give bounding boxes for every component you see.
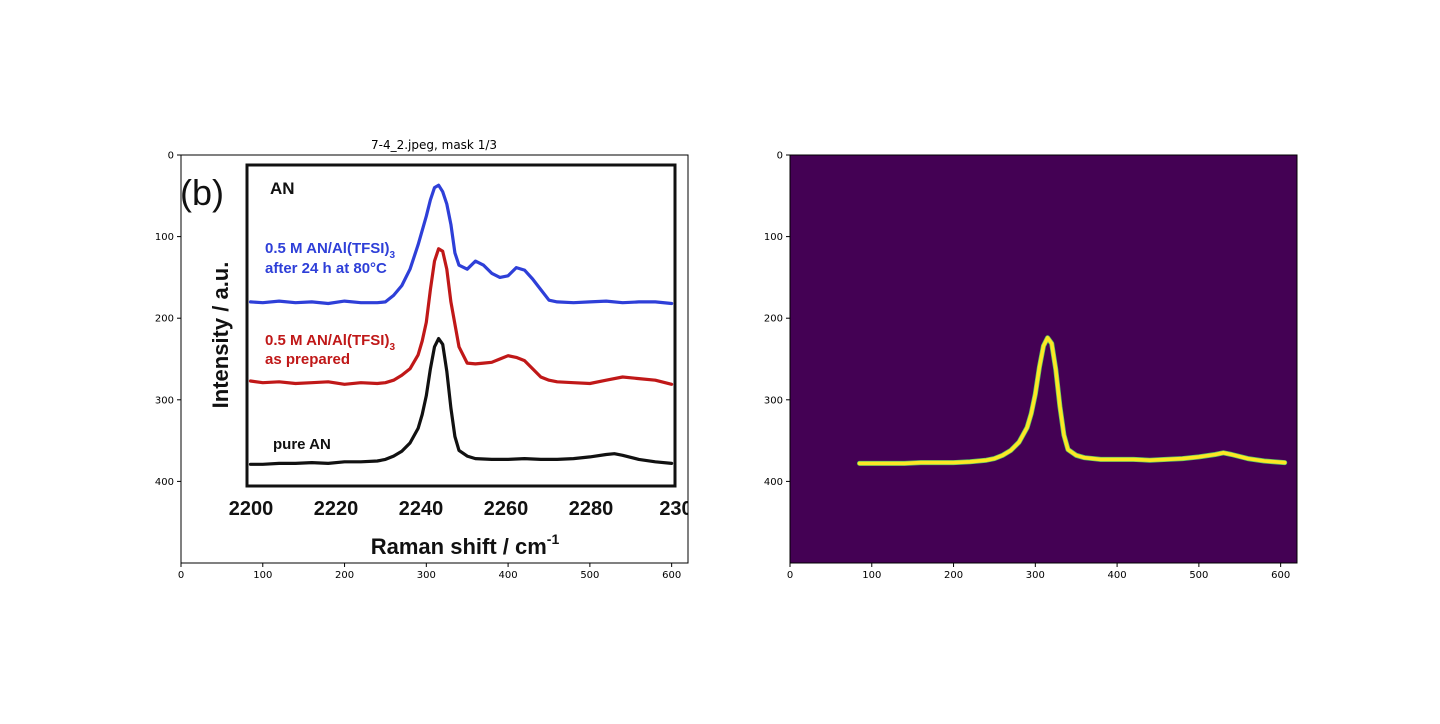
red-series-line [248, 247, 674, 386]
left-ytick-label: 300 [155, 395, 174, 406]
right-xtick-label: 200 [944, 570, 963, 581]
label-red-line2: as prepared [265, 351, 350, 368]
label-red-line1: 0.5 M AN/Al(TFSI)3 [265, 332, 395, 353]
left-panel-title: 7-4_2.jpeg, mask 1/3 [371, 138, 497, 152]
label-red-subscript: 3 [389, 342, 395, 353]
left-xtick-label: 300 [417, 570, 436, 581]
right-xtick-label: 600 [1271, 570, 1290, 581]
right-x-ticks: 0 100 200 300 400 500 600 [787, 563, 1290, 581]
embedded-xtick-label: 2200 [229, 498, 274, 520]
left-ytick-label: 400 [155, 477, 174, 488]
mask-line [857, 336, 1287, 466]
embedded-xtick-labels: 2200 2220 2240 2260 2280 230 [229, 498, 692, 520]
right-xtick-label: 500 [1189, 570, 1208, 581]
embedded-raman-plot: (b) AN 0.5 M AN/Al(TFSI)3 after 24 h at … [180, 163, 692, 559]
black-series-line [248, 337, 674, 466]
right-xtick-label: 300 [1026, 570, 1045, 581]
embedded-xtick-label: 2240 [399, 498, 444, 520]
left-xtick-label: 400 [499, 570, 518, 581]
blue-series-line [248, 183, 674, 306]
label-an: AN [270, 179, 295, 198]
panel-label: (b) [180, 172, 224, 213]
left-xtick-label: 600 [662, 570, 681, 581]
left-axes: (b) AN 0.5 M AN/Al(TFSI)3 after 24 h at … [155, 151, 692, 581]
left-ytick-label: 100 [155, 232, 174, 243]
right-xtick-label: 400 [1108, 570, 1127, 581]
mask-series [857, 335, 1288, 466]
left-xtick-label: 200 [335, 570, 354, 581]
right-xtick-label: 0 [787, 570, 793, 581]
embedded-xtick-label: 2220 [314, 498, 359, 520]
right-axes-frame [789, 154, 1298, 564]
right-ytick-label: 400 [764, 477, 783, 488]
left-axes-frame [180, 154, 689, 564]
left-xtick-label: 500 [580, 570, 599, 581]
left-xtick-label: 100 [253, 570, 272, 581]
right-ytick-label: 0 [777, 151, 783, 162]
label-blue-line1-text: 0.5 M AN/Al(TFSI) [265, 240, 389, 257]
right-xtick-label: 100 [862, 570, 881, 581]
embedded-xtick-label: 230 [659, 498, 692, 520]
embedded-xtick-label: 2280 [569, 498, 614, 520]
right-ytick-label: 100 [764, 232, 783, 243]
right-ytick-label: 200 [764, 314, 783, 325]
left-y-ticks: 0 100 200 300 400 [155, 151, 181, 488]
label-pure-an: pure AN [273, 436, 331, 453]
embedded-xlabel-sup: -1 [547, 531, 560, 547]
embedded-xlabel-text: Raman shift / cm [371, 534, 547, 559]
embedded-xtick-label: 2260 [484, 498, 529, 520]
label-blue-line1: 0.5 M AN/Al(TFSI)3 [265, 240, 395, 261]
embedded-series [248, 183, 674, 466]
left-xtick-label: 0 [178, 570, 184, 581]
left-ytick-label: 0 [168, 151, 174, 162]
right-axes: 0 100 200 300 400 500 600 0 100 200 300 400 [764, 151, 1298, 581]
label-red-line1-text: 0.5 M AN/Al(TFSI) [265, 332, 389, 349]
left-ytick-label: 200 [155, 314, 174, 325]
embedded-plot-frame [245, 163, 677, 488]
embedded-ylabel: Intensity / a.u. [208, 262, 233, 409]
left-x-ticks: 0 100 200 300 400 500 600 [178, 563, 681, 581]
label-blue-line2: after 24 h at 80°C [265, 260, 387, 277]
right-y-ticks: 0 100 200 300 400 [764, 151, 790, 488]
left-image-background [181, 155, 688, 563]
right-ytick-label: 300 [764, 395, 783, 406]
label-blue-subscript: 3 [389, 250, 395, 261]
embedded-xlabel: Raman shift / cm-1 [371, 531, 560, 559]
